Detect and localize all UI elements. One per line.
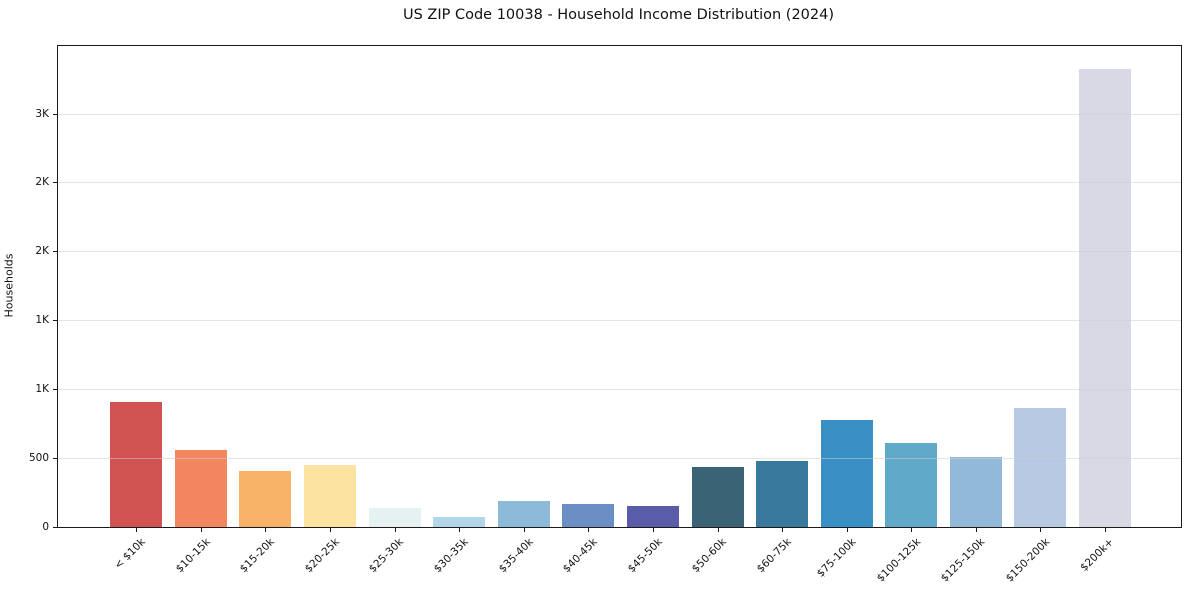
x-tick-label: $50-60k xyxy=(689,536,730,576)
chart-title: US ZIP Code 10038 - Household Income Dis… xyxy=(402,7,835,23)
axes-decorations: < $10k $10-15k $15-20k $20-25k $25-30k $30-35… xyxy=(29,46,1181,584)
y-tick-label: 2K xyxy=(35,245,49,258)
x-tick-label: $25-30k xyxy=(367,536,407,576)
y-tick-mark xyxy=(53,251,57,253)
y-tick-mark xyxy=(53,389,57,391)
bar-$20-25k xyxy=(304,464,357,527)
y-tick-mark xyxy=(53,182,57,184)
bar-$200k+ xyxy=(1079,69,1131,527)
x-tick-label: $40-45k xyxy=(560,536,600,576)
x-tick-mark xyxy=(136,528,138,532)
bar-$75-100k xyxy=(820,420,873,527)
x-tick-mark xyxy=(1105,528,1106,532)
x-tick-mark xyxy=(394,528,396,532)
x-tick-label: $30-35k xyxy=(431,536,471,576)
x-tick-mark xyxy=(975,528,977,532)
x-tick-label: $15-20k xyxy=(237,536,277,576)
plot-area: < $10k $10-15k $15-20k $20-25k $25-30k $30-35… xyxy=(29,45,1182,585)
bar-$10-15k xyxy=(174,449,227,527)
x-tick-mark xyxy=(846,528,848,532)
x-tick-mark xyxy=(1040,528,1042,532)
bar-$30-35k xyxy=(433,517,486,527)
x-tick-mark xyxy=(911,528,913,532)
bar-$40-45k xyxy=(562,504,615,527)
y-tick-mark xyxy=(53,458,57,460)
x-tick-mark xyxy=(717,528,719,532)
bar-$15-20k xyxy=(239,471,292,527)
y-tick-label: 1K xyxy=(35,314,49,327)
x-tick-label: < $10k xyxy=(112,536,148,572)
y-tick-label: 500 xyxy=(28,452,49,465)
x-tick-mark xyxy=(200,528,202,532)
x-tick-mark xyxy=(652,528,654,532)
x-tick-mark xyxy=(459,528,461,532)
x-tick-label: $125-150k xyxy=(938,536,988,585)
x-tick-mark xyxy=(330,528,332,532)
x-tick-label: $20-25k xyxy=(302,536,342,576)
bar-$35-40k xyxy=(497,500,550,527)
x-tick-mark xyxy=(782,528,784,532)
x-tick-mark xyxy=(523,528,525,532)
x-tick-mark xyxy=(265,528,267,532)
x-tick-label: $150-200k xyxy=(1003,536,1052,585)
bar-< $10k xyxy=(110,401,163,527)
bar-$45-50k xyxy=(626,506,679,527)
y-tick-mark xyxy=(53,527,57,528)
x-tick-mark xyxy=(588,528,590,532)
bar-$25-30k xyxy=(368,508,421,527)
x-tick-label: $60-75k xyxy=(754,536,794,576)
y-tick-label: 0 xyxy=(42,521,49,533)
y-tick-label: 3K xyxy=(35,107,49,120)
y-tick-mark xyxy=(53,113,57,115)
bar-$125-150k xyxy=(949,457,1002,527)
y-tick-mark xyxy=(53,320,57,322)
x-tick-label: $75-100k xyxy=(814,536,859,580)
y-tick-label: 2K xyxy=(35,176,49,189)
bar-$100-125k xyxy=(885,442,938,527)
x-tick-label: $45-50k xyxy=(625,536,665,576)
bar-$150-200k xyxy=(1014,408,1067,527)
bar-$50-60k xyxy=(691,467,744,527)
bar-$60-75k xyxy=(756,460,809,527)
bars-layer xyxy=(58,46,1181,527)
x-tick-label: $100-125k xyxy=(874,536,923,585)
x-tick-label: $200k+ xyxy=(1078,536,1117,574)
x-tick-label: $10-15k xyxy=(173,536,213,576)
y-tick-label: 1K xyxy=(35,383,49,396)
x-tick-label: $35-40k xyxy=(496,536,536,576)
